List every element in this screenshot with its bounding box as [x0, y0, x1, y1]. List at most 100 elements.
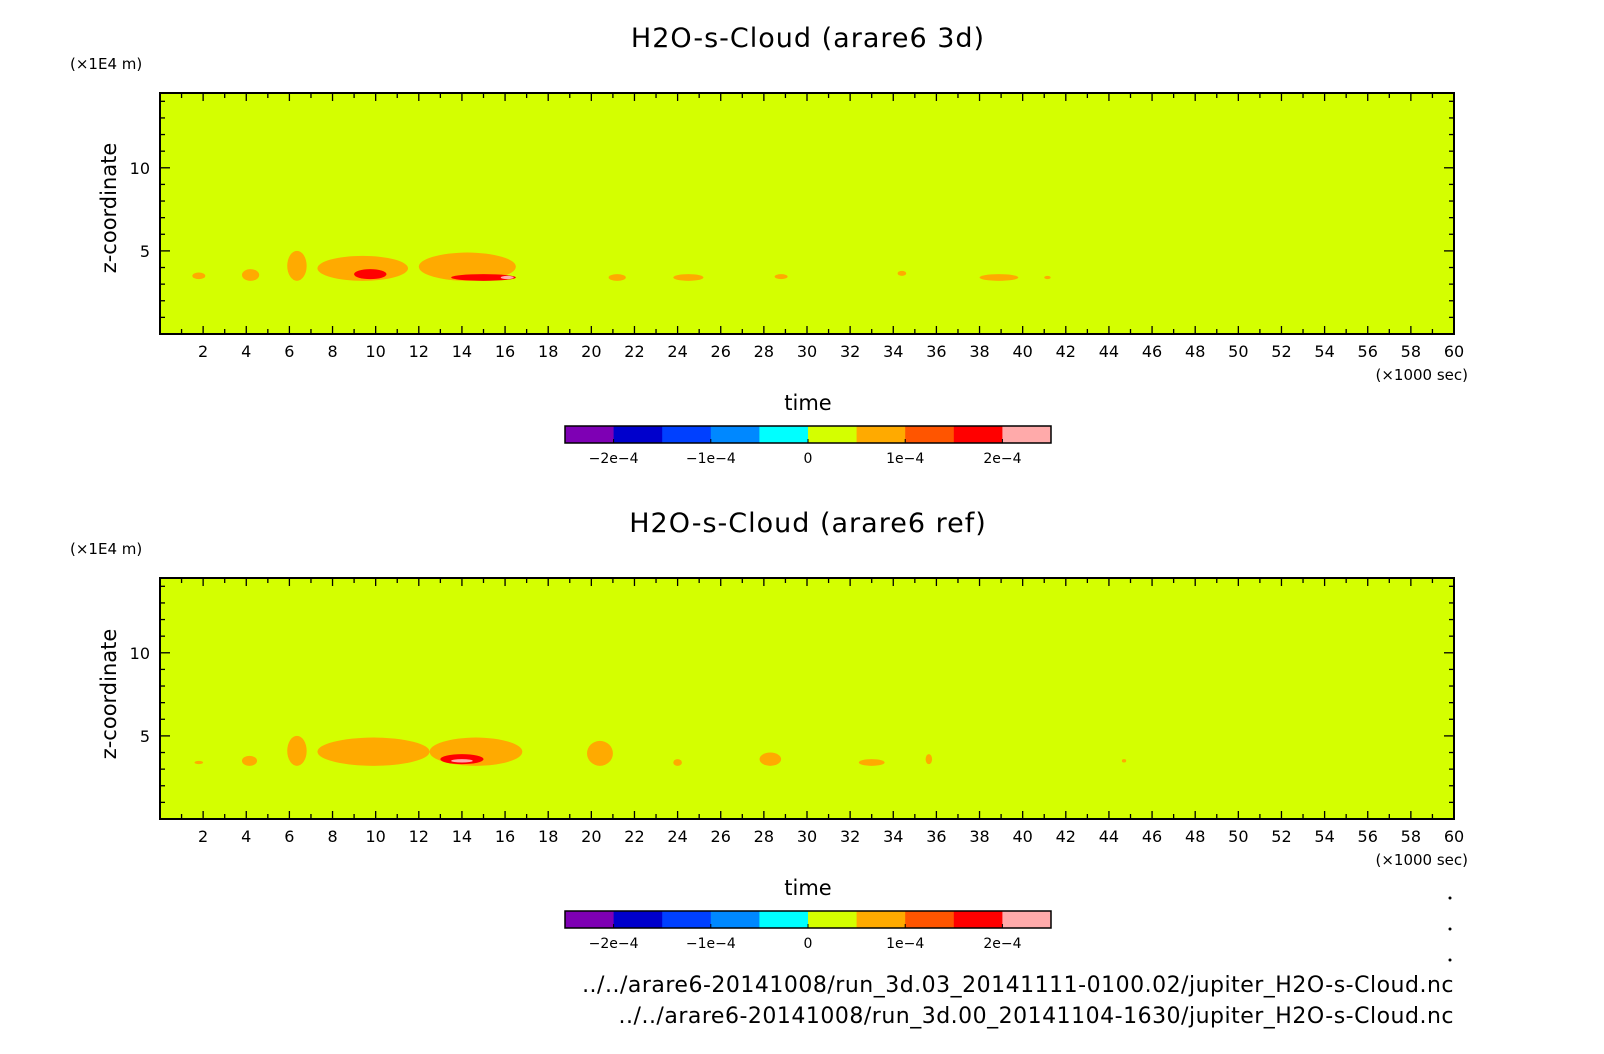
x-tick-label: 10	[365, 827, 385, 846]
x-tick-label: 52	[1271, 827, 1291, 846]
colorbar-segment	[662, 426, 712, 443]
x-tick-label: 32	[840, 342, 860, 361]
x-tick-label: 42	[1056, 342, 1076, 361]
x-tick-label: 42	[1056, 827, 1076, 846]
cloud-patch	[979, 274, 1019, 281]
cloud-patch	[925, 754, 933, 765]
dot-mark	[1448, 896, 1452, 900]
x-axis-label: time	[784, 876, 831, 900]
x-tick-label: 36	[926, 827, 946, 846]
x-tick-label: 50	[1228, 342, 1248, 361]
colorbar-segment	[613, 426, 663, 443]
cloud-patch	[451, 274, 516, 281]
colorbar-segment	[905, 911, 955, 928]
x-tick-label: 38	[969, 827, 989, 846]
y-unit-label: (×1E4 m)	[70, 55, 142, 73]
x-tick-label: 60	[1444, 342, 1464, 361]
x-tick-label: 36	[926, 342, 946, 361]
x-tick-label: 34	[883, 342, 903, 361]
colorbar-tick-label: −2e−4	[589, 451, 639, 467]
file-path-1: ../../arare6-20141008/run_3d.03_20141111…	[582, 973, 1454, 998]
y-unit-label: (×1E4 m)	[70, 540, 142, 558]
colorbar-segment	[759, 911, 809, 928]
x-tick-label: 16	[495, 342, 515, 361]
x-tick-label: 12	[409, 342, 429, 361]
colorbar-segment	[856, 426, 906, 443]
x-tick-label: 6	[284, 342, 294, 361]
colorbar-segment	[565, 426, 615, 443]
x-tick-label: 2	[198, 827, 208, 846]
cloud-patch	[194, 760, 204, 765]
x-unit-label: (×1000 sec)	[1375, 851, 1468, 869]
x-tick-label: 8	[327, 342, 337, 361]
colorbar-segment	[905, 426, 955, 443]
panel-3d: H2O-s-Cloud (arare6 3d) (×1E4 m) 2 4 6 8 10 1…	[70, 23, 1468, 467]
colorbar-tick-label: 0	[804, 451, 813, 467]
colorbar-segment	[953, 911, 1003, 928]
cloud-patch	[897, 270, 907, 276]
x-tick-label: 46	[1142, 342, 1162, 361]
y-tick-label: 10	[130, 159, 150, 178]
colorbar-segment	[1002, 426, 1052, 443]
x-tick-label: 12	[409, 827, 429, 846]
colorbar-segment	[613, 911, 663, 928]
file-path-2: ../../arare6-20141008/run_3d.00_20141104…	[619, 1004, 1454, 1029]
x-tick-label: 20	[581, 827, 601, 846]
colorbar-tick-label: 2e−4	[983, 936, 1021, 952]
cloud-patch	[287, 250, 307, 281]
cloud-patch	[192, 272, 206, 280]
x-tick-label: 50	[1228, 827, 1248, 846]
x-tick-label: 4	[241, 342, 251, 361]
x-tick-label: 46	[1142, 827, 1162, 846]
colorbar: −2e−4 −1e−4 0 1e−4 2e−4	[564, 425, 1052, 467]
x-tick-label: 22	[624, 342, 644, 361]
x-unit-label: (×1000 sec)	[1375, 366, 1468, 384]
x-tick-label: 6	[284, 827, 294, 846]
cloud-patch	[451, 759, 473, 763]
cloud-patch	[673, 274, 704, 281]
cloud-patch	[587, 740, 613, 766]
colorbar-segment	[1002, 911, 1052, 928]
y-axis-label: z-coordinate	[97, 629, 121, 760]
y-tick-label: 5	[140, 727, 150, 746]
cloud-patch	[858, 759, 885, 766]
cloud-patch	[440, 754, 484, 765]
cloud-patch	[1121, 759, 1127, 763]
x-tick-label: 28	[754, 342, 774, 361]
corner-dots	[1448, 896, 1452, 962]
colorbar-segment	[710, 426, 760, 443]
plot-area: 2 4 6 8 10 12 14 16 18 20 22 24 26 28 30 32 34 36 38 40 42 44…	[130, 577, 1464, 846]
x-tick-label: 30	[797, 342, 817, 361]
cloud-patch	[241, 269, 260, 281]
x-tick-label: 16	[495, 827, 515, 846]
dot-mark	[1448, 927, 1452, 931]
colorbar-segment	[856, 911, 906, 928]
x-tick-label: 14	[452, 827, 472, 846]
colorbar-segment	[808, 426, 858, 443]
x-tick-label: 54	[1314, 342, 1334, 361]
cloud-patch	[608, 274, 626, 281]
x-tick-label: 26	[711, 342, 731, 361]
cloud-patch	[774, 274, 788, 280]
x-tick-label: 56	[1358, 827, 1378, 846]
y-axis-label: z-coordinate	[97, 143, 121, 274]
cloud-patch	[759, 752, 782, 766]
x-tick-label: 18	[538, 827, 558, 846]
colorbar-tick-label: −1e−4	[686, 451, 736, 467]
x-tick-label: 14	[452, 342, 472, 361]
x-tick-label: 24	[667, 342, 687, 361]
x-tick-label: 54	[1314, 827, 1334, 846]
x-tick-label: 20	[581, 342, 601, 361]
plot-area: 2 4 6 8 10 12 14 16 18 20 22 24 26 28 30 32 34 36 38 40 42 44…	[130, 92, 1464, 361]
x-tick-label: 10	[365, 342, 385, 361]
x-tick-label: 22	[624, 827, 644, 846]
x-tick-label: 58	[1401, 827, 1421, 846]
colorbar-tick-label: 1e−4	[886, 936, 924, 952]
x-tick-label: 48	[1185, 827, 1205, 846]
cloud-patch	[354, 269, 387, 280]
x-tick-label: 58	[1401, 342, 1421, 361]
x-tick-label: 26	[711, 827, 731, 846]
x-tick-label: 52	[1271, 342, 1291, 361]
panel-ref: H2O-s-Cloud (arare6 ref) (×1E4 m) 2 4 6 8 10…	[70, 508, 1468, 952]
